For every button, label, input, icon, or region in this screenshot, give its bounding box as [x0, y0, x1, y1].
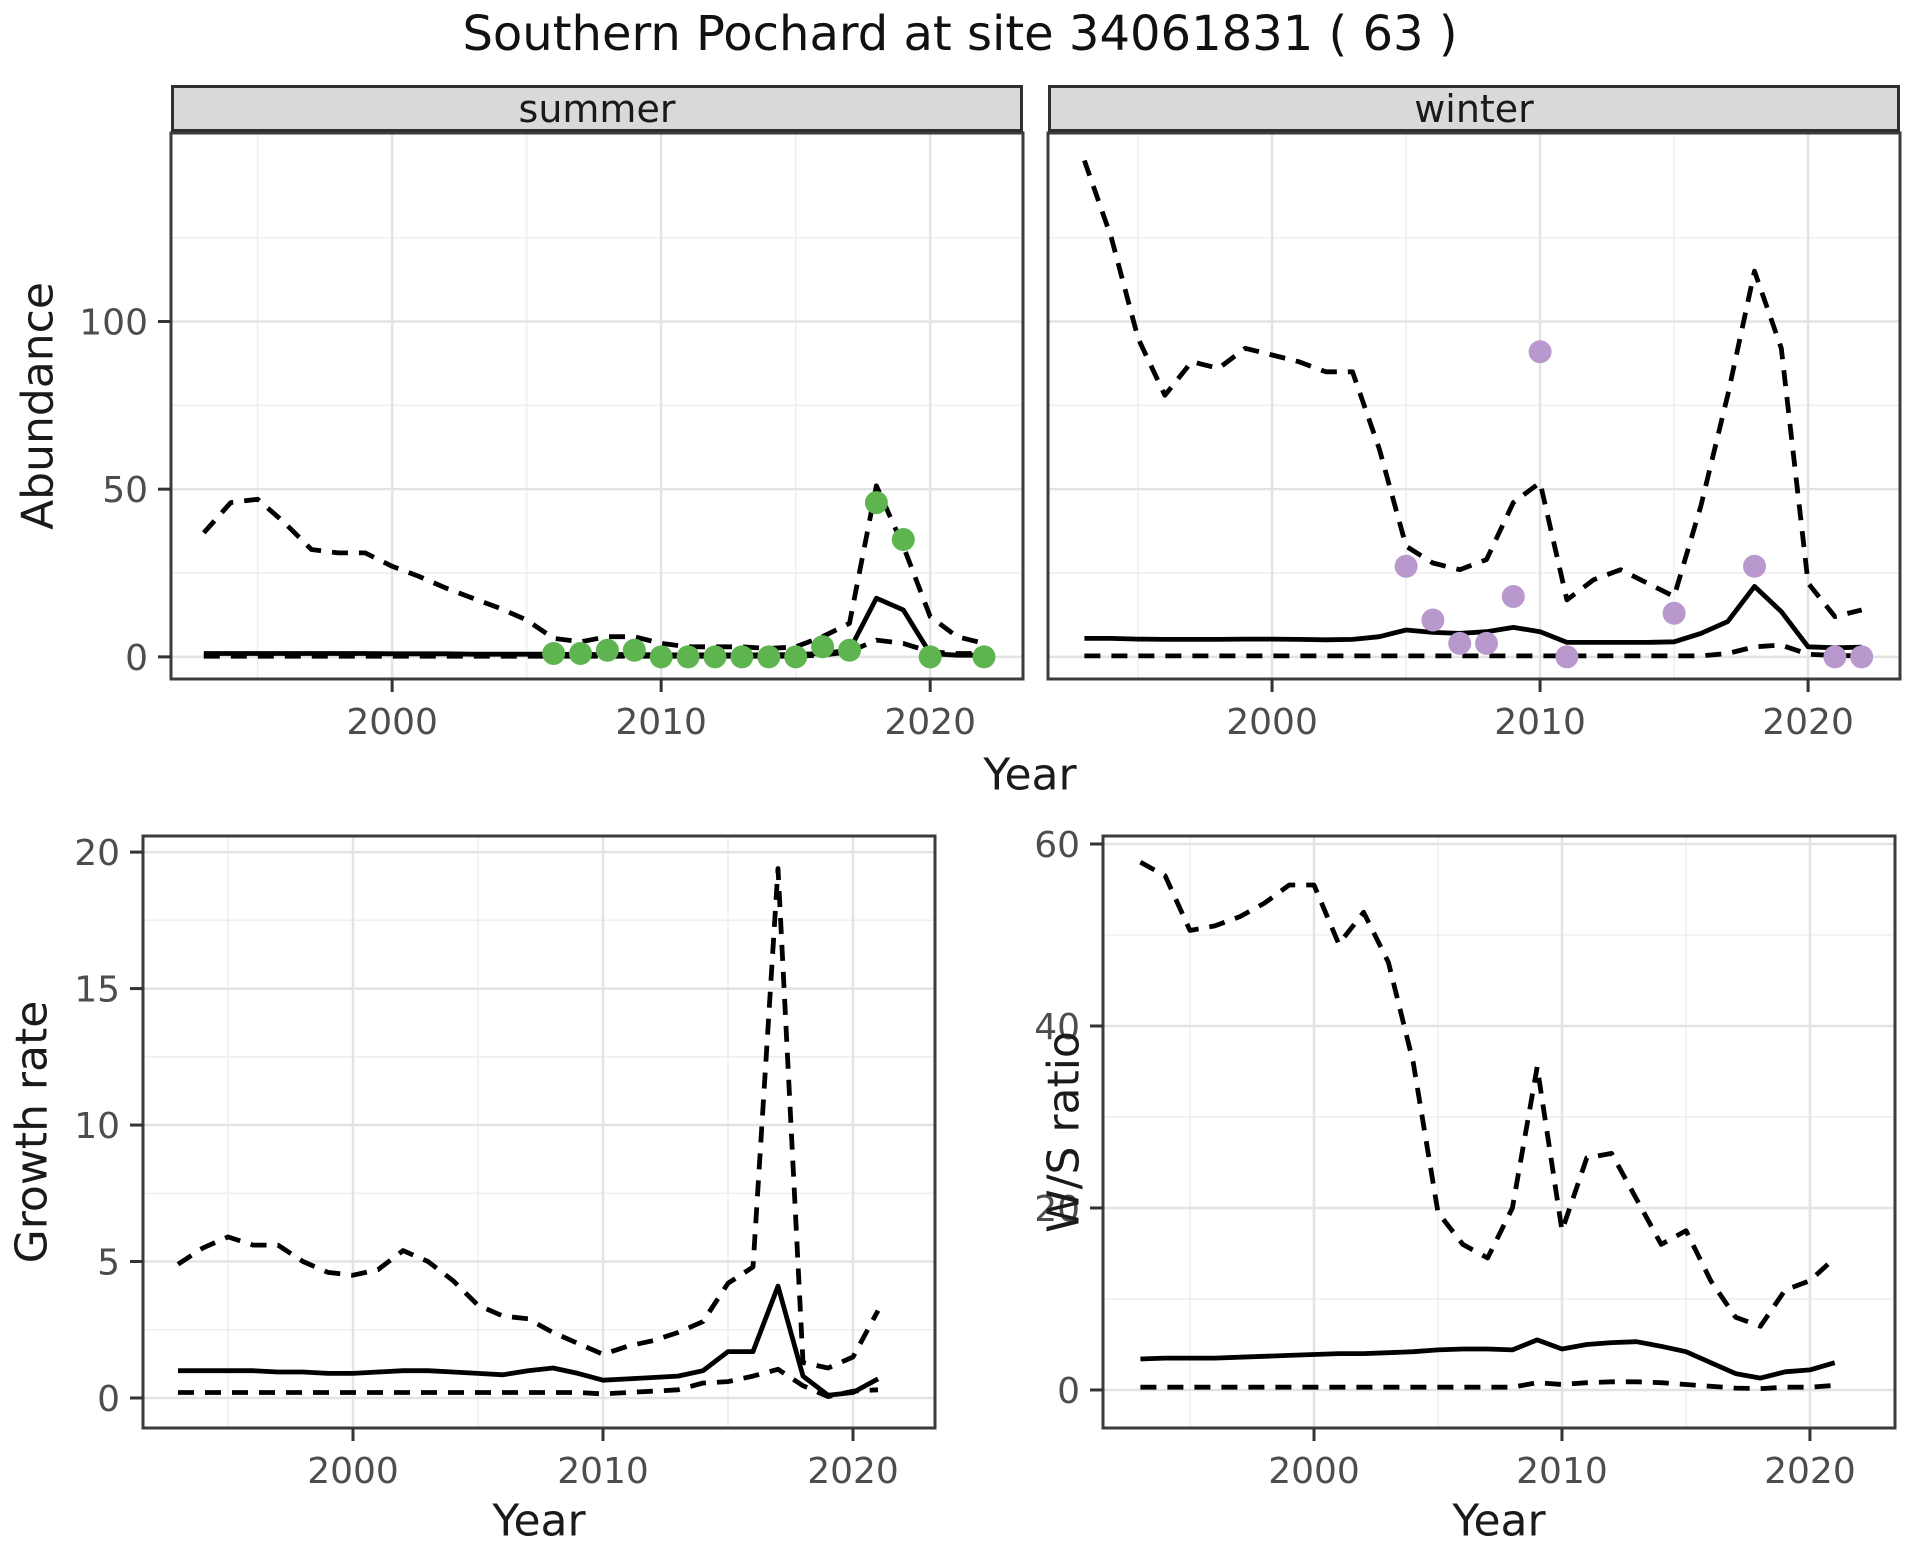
data-point-observed-count-winter — [1394, 554, 1418, 578]
y-axis-title-abundance: Abundance — [12, 282, 64, 530]
y-axis-title-ws-ratio: W/S ratio — [1038, 1031, 1090, 1233]
data-point-observed-count-summer — [972, 645, 996, 669]
y-axis-title-growth-rate: Growth rate — [6, 1000, 58, 1264]
data-point-observed-count-summer — [811, 635, 835, 659]
series-lower-95ci — [1140, 1379, 1835, 1391]
data-point-observed-count-summer — [918, 645, 942, 669]
panel-border — [169, 131, 1025, 681]
chart-title: Southern Pochard at site 34061831 ( 63 ) — [462, 6, 1458, 62]
y-tick-label: 50 — [102, 470, 148, 511]
y-tick-label: 0 — [1057, 1371, 1080, 1412]
series-lower-95ci — [178, 1366, 879, 1399]
data-point-observed-count-summer — [542, 642, 566, 665]
x-tick-label: 2010 — [557, 1451, 649, 1492]
x-tick-label: 2020 — [807, 1451, 899, 1492]
data-point-observed-count-winter — [1448, 631, 1472, 655]
y-tick-label: 10 — [74, 1106, 120, 1147]
series-median — [1084, 584, 1862, 651]
data-point-observed-count-winter — [1528, 340, 1552, 364]
x-tick-label: 2020 — [1762, 702, 1854, 743]
panel-ws: 2000 2010 2020 0 20 40 60 — [1034, 825, 1897, 1492]
facet-strip-summer-label: summer — [518, 86, 676, 131]
data-point-observed-count-winter — [1501, 585, 1525, 608]
facet-strip-summer: summer — [171, 85, 1023, 132]
data-point-observed-count-winter — [1823, 645, 1847, 669]
facet-strip-winter-label: winter — [1414, 86, 1534, 131]
data-point-observed-count-summer — [864, 491, 888, 515]
data-point-observed-count-winter — [1421, 608, 1445, 632]
panel-background — [143, 836, 935, 1428]
x-tick-label: 2000 — [1226, 702, 1318, 743]
x-tick-label: 2000 — [346, 702, 438, 743]
y-tick-label: 0 — [125, 638, 148, 679]
panel-border — [141, 834, 937, 1430]
x-tick-label: 2000 — [1268, 1451, 1360, 1492]
x-tick-label: 2010 — [1516, 1451, 1608, 1492]
data-point-observed-count-winter — [1662, 601, 1686, 625]
data-point-observed-count-summer — [757, 645, 781, 669]
series-median — [1140, 1337, 1836, 1381]
x-tick-label: 2010 — [615, 702, 707, 743]
data-point-observed-count-summer — [703, 645, 727, 669]
data-point-observed-count-summer — [891, 528, 915, 551]
panel-border — [1101, 834, 1897, 1430]
panel-border — [1046, 131, 1902, 681]
data-point-observed-count-summer — [595, 638, 619, 662]
y-tick-label: 100 — [79, 302, 148, 343]
data-point-observed-count-summer — [622, 638, 646, 662]
series-lower-95ci — [1084, 642, 1862, 659]
x-axis-title-year-bottom-left: Year — [492, 1495, 586, 1547]
x-tick-label: 2020 — [884, 702, 976, 743]
y-tick-label: 0 — [97, 1379, 120, 1420]
x-tick-label: 2020 — [1764, 1451, 1856, 1492]
y-tick-label: 40 — [1034, 1007, 1080, 1048]
data-point-observed-count-winter — [1475, 631, 1498, 655]
data-point-observed-count-summer — [569, 642, 592, 665]
x-tick-label: 2010 — [1494, 702, 1586, 743]
series-median — [178, 1283, 880, 1398]
y-tick-label: 5 — [97, 1243, 120, 1284]
panel-summer: 2000 2010 2020 0 50 100 — [79, 131, 1025, 743]
data-point-observed-count-summer — [784, 645, 808, 669]
data-point-observed-count-winter — [1743, 554, 1766, 578]
x-axis-title-year-top: Year — [983, 749, 1077, 801]
y-tick-label: 20 — [74, 833, 120, 874]
series-upper-95ci — [176, 866, 881, 1371]
series-upper-95ci — [1139, 860, 1837, 1329]
panel-winter: 2000 2010 2020 — [1046, 131, 1902, 743]
y-tick-label: 60 — [1034, 825, 1080, 866]
panel-growth: 2000 2010 2020 0 5 10 15 20 — [74, 833, 937, 1492]
data-point-observed-count-summer — [649, 645, 673, 669]
x-axis-title-year-bottom-right: Year — [1452, 1495, 1546, 1547]
y-tick-label: 15 — [74, 970, 120, 1011]
series-upper-95ci — [202, 483, 985, 651]
data-point-observed-count-summer — [838, 638, 861, 662]
data-point-observed-count-winter — [1555, 645, 1579, 669]
facet-strip-winter: winter — [1048, 85, 1900, 132]
x-tick-label: 2000 — [307, 1451, 399, 1492]
data-point-observed-count-summer — [730, 645, 754, 669]
data-point-observed-count-summer — [676, 645, 700, 669]
y-tick-label: 20 — [1034, 1189, 1080, 1230]
series-upper-95ci — [1082, 159, 1863, 619]
data-point-observed-count-winter — [1850, 645, 1874, 669]
